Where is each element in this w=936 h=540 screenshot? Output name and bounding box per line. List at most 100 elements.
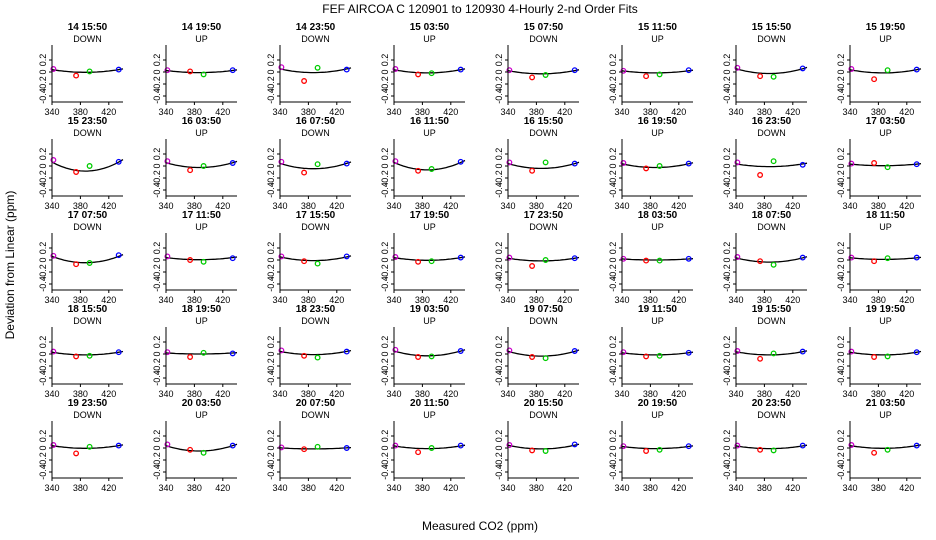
panel-title: 17 03:50 [866, 116, 906, 127]
data-point [392, 66, 399, 72]
data-point [529, 167, 536, 174]
y-tick-label: 0.2 [722, 430, 732, 443]
y-tick-label: -0.2 [494, 76, 504, 92]
x-tick-label: 340 [272, 107, 287, 117]
y-tick-label: 0 [494, 445, 504, 450]
y-tick-label: 0 [152, 445, 162, 450]
y-tick-label: -0.2 [380, 264, 390, 280]
panel-direction: UP [651, 128, 664, 138]
x-tick-label: 420 [329, 295, 344, 305]
y-tick-label: 0 [152, 257, 162, 262]
panel-direction: DOWN [757, 34, 786, 44]
x-tick-label: 420 [101, 389, 116, 399]
y-tick-label: 0 [266, 351, 276, 356]
y-tick-label: -0.4 [836, 464, 846, 480]
data-point [457, 254, 464, 261]
y-tick-label: -0.4 [152, 276, 162, 292]
panel-direction: DOWN [529, 222, 558, 232]
y-tick-label: 0.2 [266, 54, 276, 67]
panel-title: 16 19:50 [638, 116, 678, 127]
y-tick-label: 0.2 [836, 242, 846, 255]
panel-title: 20 03:50 [182, 398, 222, 409]
data-point [799, 161, 806, 168]
panel-title: 16 07:50 [296, 116, 336, 127]
data-point [86, 443, 93, 450]
y-tick-label: 0 [38, 69, 48, 74]
panel-title: 20 23:50 [752, 398, 792, 409]
y-tick-label: 0 [152, 351, 162, 356]
y-tick-label: -0.2 [152, 170, 162, 186]
fit-line [735, 444, 808, 450]
x-tick-label: 420 [215, 201, 230, 211]
x-tick-label: 380 [643, 201, 658, 211]
x-tick-label: 420 [443, 389, 458, 399]
data-point [913, 66, 920, 73]
y-tick-label: 0 [380, 69, 390, 74]
data-point [457, 66, 464, 73]
data-point [799, 348, 806, 355]
panel-direction: DOWN [73, 128, 102, 138]
panel-title: 17 19:50 [410, 210, 450, 221]
data-point [734, 442, 741, 449]
x-tick-label: 380 [529, 107, 544, 117]
y-tick-label: 0.2 [38, 148, 48, 161]
data-point [301, 258, 308, 265]
x-tick-label: 380 [301, 295, 316, 305]
y-tick-label: 0.2 [380, 242, 390, 255]
x-tick-label: 380 [757, 483, 772, 493]
y-tick-label: -0.4 [608, 370, 618, 386]
y-tick-label: -0.4 [380, 182, 390, 198]
panel-title: 16 23:50 [752, 116, 792, 127]
x-tick-label: 340 [728, 295, 743, 305]
y-tick-label: -0.2 [380, 452, 390, 468]
x-tick-label: 420 [899, 201, 914, 211]
y-tick-label: 0 [152, 69, 162, 74]
y-tick-label: -0.2 [836, 76, 846, 92]
y-tick-label: 0.2 [380, 430, 390, 443]
x-tick-label: 380 [529, 295, 544, 305]
panel-title: 16 03:50 [182, 116, 222, 127]
panel-title: 19 11:50 [638, 304, 677, 315]
x-tick-label: 340 [500, 295, 515, 305]
x-tick-label: 420 [557, 107, 572, 117]
x-tick-label: 340 [44, 201, 59, 211]
x-tick-label: 380 [415, 295, 430, 305]
y-tick-label: 0.2 [494, 148, 504, 161]
y-tick-label: 0 [152, 163, 162, 168]
y-tick-label: -0.2 [266, 170, 276, 186]
panel-direction: DOWN [757, 316, 786, 326]
y-tick-label: -0.4 [152, 464, 162, 480]
x-tick-label: 420 [443, 483, 458, 493]
y-tick-label: 0 [380, 351, 390, 356]
data-point [200, 258, 207, 265]
panel-title: 19 07:50 [524, 304, 564, 315]
panel-title: 15 07:50 [524, 22, 564, 33]
panel-direction: UP [651, 316, 664, 326]
data-point [620, 160, 627, 166]
panel-direction: DOWN [757, 128, 786, 138]
y-tick-label: -0.4 [266, 182, 276, 198]
data-point [734, 64, 741, 71]
figure-title: FEF AIRCOA C 120901 to 120930 4-Hourly 2… [322, 2, 637, 16]
data-point [871, 258, 878, 265]
y-tick-label: 0.2 [722, 336, 732, 349]
x-tick-label: 340 [500, 201, 515, 211]
data-point [164, 67, 171, 74]
y-tick-label: -0.2 [836, 264, 846, 280]
x-tick-label: 420 [671, 107, 686, 117]
data-point [115, 442, 122, 449]
data-point [187, 68, 194, 75]
data-point [392, 346, 399, 353]
x-tick-label: 380 [871, 201, 886, 211]
x-tick-label: 420 [785, 389, 800, 399]
y-tick-label: 0.2 [722, 54, 732, 67]
y-tick-label: -0.4 [722, 464, 732, 480]
panel-direction: UP [879, 410, 892, 420]
